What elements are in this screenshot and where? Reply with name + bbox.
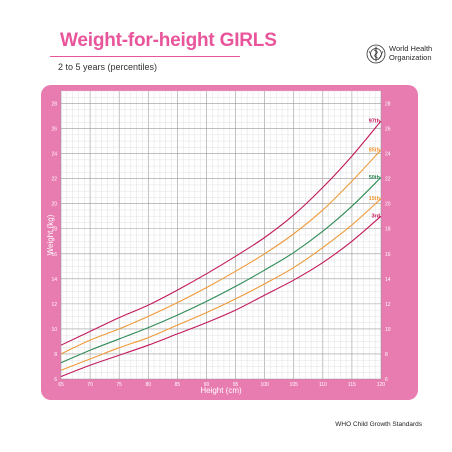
y-tick-label-left: 12 [51, 302, 57, 308]
series-line-85th [60, 149, 382, 355]
x-tick-label: 85 [175, 382, 181, 388]
y-ticks-left: 6 8 10 12 14 16 18 20 22 24 26 28 [51, 102, 57, 383]
x-tick-label: 70 [87, 382, 93, 388]
series-label-50th: 50th [369, 175, 381, 181]
y-tick-label-left: 8 [54, 352, 57, 358]
y-tick-label-left: 22 [51, 177, 57, 183]
page-subtitle: 2 to 5 years (percentiles) [58, 62, 158, 72]
growth-chart: 6 8 10 12 14 16 18 20 22 24 26 28 6 8 10 12 14 16 18 20 22 2… [46, 90, 391, 395]
footer-source: WHO Child Growth Standards [335, 421, 422, 428]
y-tick-label-right: 6 [385, 377, 388, 383]
grid [60, 90, 382, 380]
series-line-97th [60, 120, 382, 346]
y-tick-label-left: 26 [51, 127, 57, 133]
x-tick-label: 110 [319, 382, 327, 388]
page-title: Weight-for-height GIRLS [60, 30, 277, 51]
y-tick-label-left: 20 [51, 202, 57, 208]
who-emblem-icon [366, 44, 386, 64]
series-label-97th: 97th [369, 119, 381, 125]
y-tick-label-right: 12 [385, 302, 391, 308]
y-tick-label-right: 8 [385, 352, 388, 358]
x-tick-label: 105 [290, 382, 299, 388]
x-tick-label: 95 [233, 382, 239, 388]
y-tick-label-left: 24 [51, 152, 57, 158]
org-name-line2: Organization [389, 52, 432, 62]
y-tick-label-left: 10 [51, 327, 57, 333]
title-rule [50, 56, 240, 57]
series-line-50th [60, 177, 382, 364]
x-tick-label: 75 [116, 382, 122, 388]
y-tick-label-right: 10 [385, 327, 391, 333]
x-tick-label: 90 [204, 382, 210, 388]
y-tick-label-right: 16 [385, 252, 391, 258]
y-tick-label-left: 6 [54, 377, 57, 383]
x-tick-label: 65 [58, 382, 64, 388]
series-label-3rd: 3rd [371, 214, 380, 220]
y-tick-label-left: 14 [51, 277, 57, 283]
y-tick-label-left: 28 [51, 102, 57, 108]
y-tick-label-right: 14 [385, 277, 391, 283]
percentile-curves [60, 120, 382, 378]
y-tick-label-right: 20 [385, 202, 391, 208]
org-name-line1: World Health [389, 44, 433, 53]
x-tick-label: 80 [145, 382, 151, 388]
y-tick-label-right: 24 [385, 152, 391, 158]
x-tick-label: 120 [377, 382, 386, 388]
y-tick-label-right: 18 [385, 227, 391, 233]
x-tick-label: 115 [348, 382, 356, 388]
series-line-15th [60, 198, 382, 371]
y-tick-label-right: 22 [385, 177, 391, 183]
y-ticks-right: 6 8 10 12 14 16 18 20 22 24 26 28 [385, 102, 391, 383]
org-name: World Health Organization [389, 44, 449, 62]
y-axis-label: Weight (kg) [46, 214, 55, 255]
series-label-85th: 85th [369, 147, 381, 153]
percentile-labels: 97th 85th 50th 15th 3rd [369, 119, 381, 220]
x-ticks: 65 70 75 80 85 90 95 100 105 110 115 120 [58, 382, 385, 388]
y-tick-label-right: 26 [385, 127, 391, 133]
y-tick-label-left: 18 [51, 227, 57, 233]
series-line-3rd [60, 215, 382, 378]
series-label-15th: 15th [369, 196, 381, 202]
x-axis-label: Height (cm) [200, 386, 242, 395]
y-tick-label-left: 16 [51, 252, 57, 258]
x-tick-label: 100 [260, 382, 269, 388]
y-tick-label-right: 28 [385, 102, 391, 108]
